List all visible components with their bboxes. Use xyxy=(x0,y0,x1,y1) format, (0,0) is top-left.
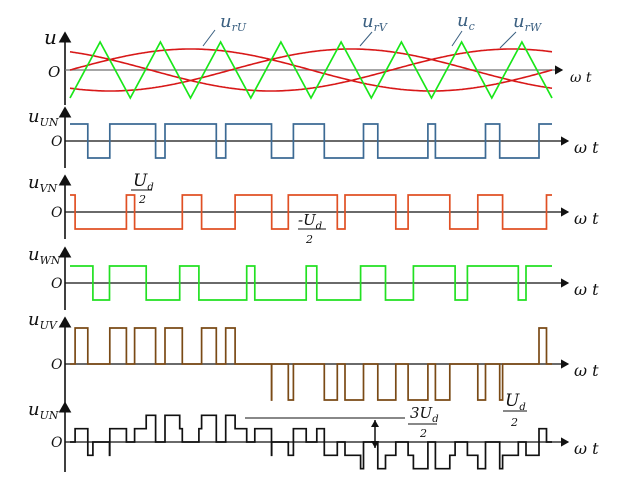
origin-label: O xyxy=(51,276,63,292)
annotation-three-ud-half: 3Ud 2 xyxy=(245,404,439,448)
waveform-u-un2 xyxy=(70,414,552,470)
waveform-u-uv xyxy=(70,327,552,401)
label-u-rW: urW xyxy=(513,11,543,34)
reference-carrier-panel: u O ω t urU urV uc urW xyxy=(44,10,592,105)
svg-text:2: 2 xyxy=(419,427,427,440)
x-axis-label: ω t xyxy=(574,361,599,380)
panel-u-wn: uWN O ω t xyxy=(28,244,599,310)
svg-text:3Ud: 3Ud xyxy=(410,404,439,425)
panel-u-un: uUN O ω t xyxy=(28,106,599,168)
origin-label: O xyxy=(51,357,63,373)
panel-u-uv: uUV O ω t xyxy=(28,309,599,410)
x-axis-label: ω t xyxy=(574,138,599,157)
svg-text:Ud: Ud xyxy=(133,171,154,193)
svg-text:2: 2 xyxy=(138,193,146,206)
panel-label: uWN xyxy=(28,244,61,267)
reference-wave-w xyxy=(69,48,553,92)
label-u-rV: urV xyxy=(362,11,388,34)
svg-text:2: 2 xyxy=(305,233,313,246)
label-u-rU-leader xyxy=(202,29,216,47)
annotation-ud-half-negative: -Ud 2 xyxy=(298,211,326,246)
reference-wave-u xyxy=(69,48,553,92)
top-y-label: u xyxy=(44,25,57,49)
panel-u-un2: uUN O ω t xyxy=(28,399,599,472)
svg-text:-Ud: -Ud xyxy=(298,211,322,232)
origin-label: O xyxy=(51,435,63,451)
top-origin-label: O xyxy=(48,63,60,81)
svg-text:2: 2 xyxy=(510,416,518,429)
carrier-triangle-wave xyxy=(69,40,553,100)
label-u-rU: urU xyxy=(220,11,247,34)
pwm-panels: uUN O ω t uVN O ω t uWN O ω t uUV O ω t uUN O ω t xyxy=(28,106,599,472)
x-axis-label: ω t xyxy=(574,209,599,228)
svg-text:Ud: Ud xyxy=(505,391,526,413)
label-u-rW-leader xyxy=(499,31,517,49)
panel-label: uUV xyxy=(28,309,58,332)
label-u-rV-leader xyxy=(359,31,373,47)
reference-wave-v xyxy=(69,48,553,92)
origin-label: O xyxy=(51,205,63,221)
panel-label: uUN xyxy=(28,106,59,129)
waveform-u-un xyxy=(70,123,552,159)
annotation-ud-half-positive: Ud 2 xyxy=(131,171,154,206)
annotation-ud-half-right: Ud 2 xyxy=(503,391,527,429)
top-x-label: ω t xyxy=(570,70,592,86)
origin-label: O xyxy=(51,134,63,150)
label-u-c-leader xyxy=(451,30,463,47)
waveform-u-vn xyxy=(70,194,552,230)
panel-label: uUN xyxy=(28,399,59,422)
waveform-u-wn xyxy=(70,265,552,301)
x-axis-label: ω t xyxy=(574,439,599,458)
panel-u-vn: uVN O ω t xyxy=(28,172,599,239)
label-u-c: uc xyxy=(457,10,475,33)
panel-label: uVN xyxy=(28,172,58,195)
x-axis-label: ω t xyxy=(574,280,599,299)
